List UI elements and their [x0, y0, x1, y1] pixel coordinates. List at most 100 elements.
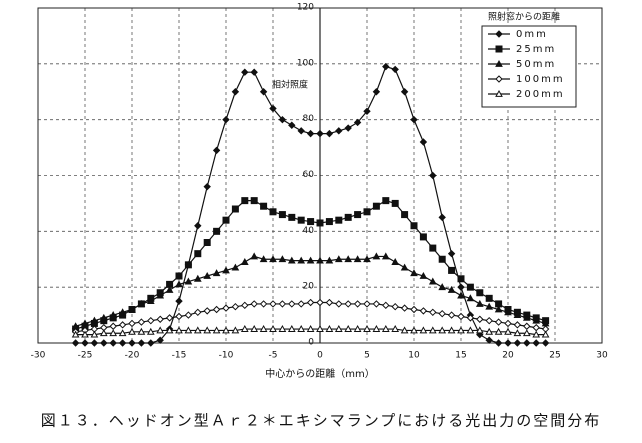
marker	[99, 329, 108, 337]
marker	[250, 325, 259, 332]
marker	[297, 256, 306, 264]
marker	[485, 294, 493, 302]
marker	[259, 325, 268, 332]
marker	[297, 300, 305, 308]
marker	[382, 62, 390, 71]
marker	[100, 339, 108, 347]
marker	[485, 327, 494, 335]
marker	[165, 285, 174, 293]
marker	[447, 311, 456, 319]
marker	[287, 325, 296, 332]
marker	[81, 330, 89, 338]
marker	[447, 249, 456, 258]
marker	[175, 326, 183, 334]
marker	[156, 291, 165, 299]
marker	[391, 199, 399, 207]
marker	[438, 213, 446, 222]
marker	[419, 233, 427, 241]
marker	[494, 305, 503, 313]
marker	[504, 339, 512, 347]
marker	[203, 271, 212, 279]
marker	[363, 300, 371, 308]
legend-label: 0mm	[516, 29, 548, 40]
marker	[269, 208, 277, 216]
marker	[297, 216, 305, 224]
marker	[504, 319, 512, 328]
marker	[466, 283, 474, 291]
marker	[466, 294, 475, 302]
marker	[137, 327, 146, 335]
marker	[146, 297, 155, 305]
marker	[448, 266, 456, 274]
marker	[363, 107, 371, 115]
marker	[259, 255, 268, 263]
marker	[222, 304, 230, 312]
marker	[109, 339, 117, 347]
marker	[495, 30, 503, 38]
marker	[212, 326, 221, 334]
marker	[353, 255, 362, 263]
marker	[372, 252, 381, 260]
marker	[278, 255, 287, 263]
marker	[156, 315, 164, 323]
marker	[400, 88, 409, 96]
marker	[109, 311, 118, 318]
marker	[241, 68, 249, 76]
x-tick-label: 5	[364, 351, 370, 361]
marker	[372, 300, 381, 308]
x-tick-label: 0	[317, 351, 323, 361]
x-tick-label: 20	[502, 351, 514, 361]
y-tick-label: 100	[297, 58, 314, 68]
marker	[165, 326, 174, 334]
y-tick-label: 40	[303, 226, 315, 236]
marker	[419, 138, 428, 146]
marker	[128, 319, 136, 328]
marker	[269, 325, 277, 332]
marker	[391, 303, 399, 311]
marker	[278, 325, 287, 332]
marker	[381, 252, 390, 260]
marker	[466, 326, 475, 334]
marker	[541, 330, 550, 338]
marker	[184, 261, 192, 269]
marker	[428, 277, 437, 285]
marker	[156, 326, 165, 334]
marker	[128, 339, 136, 347]
marker	[222, 115, 230, 124]
marker	[335, 300, 343, 308]
marker	[259, 88, 268, 96]
marker	[400, 326, 409, 334]
x-tick-label: -10	[219, 351, 234, 361]
marker	[231, 88, 240, 96]
legend-label: 100mm	[516, 74, 565, 85]
marker	[475, 299, 484, 307]
x-tick-label: 25	[549, 351, 560, 361]
marker	[269, 300, 277, 308]
marker	[532, 339, 540, 347]
marker	[146, 327, 155, 335]
marker	[137, 299, 146, 307]
marker	[184, 277, 193, 285]
marker	[363, 325, 371, 332]
marker	[344, 325, 353, 332]
marker	[325, 325, 334, 332]
marker	[250, 252, 259, 260]
marker	[476, 315, 484, 323]
marker	[382, 197, 390, 205]
marker	[306, 129, 315, 138]
marker	[118, 339, 127, 347]
marker	[447, 326, 456, 334]
marker	[212, 305, 221, 314]
marker	[250, 197, 258, 205]
y-tick-label: 20	[303, 282, 315, 292]
marker	[316, 256, 324, 264]
x-tick-label: -15	[172, 351, 187, 361]
marker	[213, 227, 221, 235]
legend-label: 200mm	[516, 89, 565, 100]
marker	[344, 213, 352, 221]
marker	[316, 325, 324, 332]
marker	[429, 171, 437, 180]
marker	[288, 121, 296, 129]
marker	[334, 325, 343, 332]
